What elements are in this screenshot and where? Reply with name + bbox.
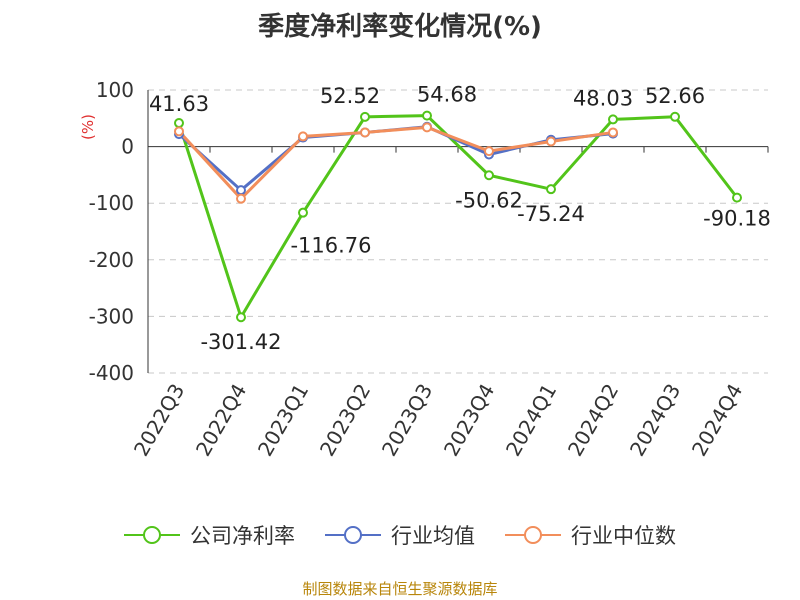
x-tick-label: 2022Q4 bbox=[191, 380, 251, 461]
legend-label-industry-avg: 行业均值 bbox=[391, 524, 475, 548]
data-point bbox=[360, 111, 370, 122]
data-point bbox=[608, 114, 618, 125]
data-point bbox=[360, 127, 370, 138]
legend-swatch-industry-median bbox=[505, 526, 561, 544]
x-tick-label: 2022Q3 bbox=[129, 380, 189, 461]
data-point bbox=[298, 131, 308, 142]
data-point bbox=[608, 127, 618, 138]
data-point bbox=[484, 146, 494, 157]
y-tick-label: -200 bbox=[89, 248, 134, 272]
data-point bbox=[174, 118, 184, 129]
data-point bbox=[546, 136, 556, 147]
data-point bbox=[236, 312, 246, 323]
source-note: 制图数据来自恒生聚源数据库 bbox=[302, 580, 498, 598]
legend-item-company[interactable]: 公司净利率 bbox=[124, 520, 295, 550]
x-tick-label: 2024Q1 bbox=[501, 380, 561, 461]
y-tick-label: -100 bbox=[89, 191, 134, 215]
data-point bbox=[422, 122, 432, 133]
y-tick-label: -300 bbox=[89, 304, 134, 328]
data-point bbox=[236, 185, 246, 196]
data-point bbox=[298, 207, 308, 218]
data-point bbox=[422, 110, 432, 121]
x-tick-label: 2023Q1 bbox=[253, 380, 313, 461]
data-label: -50.62 bbox=[455, 188, 523, 212]
y-axis-label: (%) bbox=[79, 114, 97, 140]
legend-label-company: 公司净利率 bbox=[190, 524, 295, 548]
legend-swatch-industry-avg bbox=[325, 526, 381, 544]
data-label: 48.03 bbox=[573, 86, 633, 110]
data-label: -75.24 bbox=[517, 202, 585, 226]
legend-swatch-company bbox=[124, 526, 180, 544]
x-tick-label: 2024Q4 bbox=[687, 380, 747, 461]
data-label: -301.42 bbox=[200, 330, 281, 354]
series-line bbox=[177, 114, 739, 319]
data-point bbox=[236, 193, 246, 204]
data-label: -90.18 bbox=[703, 207, 771, 231]
series-line bbox=[177, 125, 614, 201]
legend-label-industry-median: 行业中位数 bbox=[571, 524, 676, 548]
y-tick-label: -400 bbox=[89, 361, 134, 385]
data-label: -116.76 bbox=[290, 234, 371, 258]
data-point bbox=[546, 184, 556, 195]
data-point bbox=[484, 170, 494, 181]
legend-item-industry-avg[interactable]: 行业均值 bbox=[325, 520, 475, 550]
data-label: 52.52 bbox=[320, 84, 380, 108]
chart-title: 季度净利率变化情况(%) bbox=[258, 12, 542, 42]
x-tick-label: 2023Q2 bbox=[315, 380, 375, 461]
data-label: 54.68 bbox=[417, 83, 477, 107]
data-label: 41.63 bbox=[149, 92, 209, 116]
x-tick-label: 2023Q4 bbox=[439, 380, 499, 461]
y-tick-label: 100 bbox=[96, 78, 134, 102]
legend: 公司净利率 行业均值 行业中位数 bbox=[0, 520, 800, 550]
x-tick-label: 2023Q3 bbox=[377, 380, 437, 461]
data-label: 52.66 bbox=[645, 84, 705, 108]
data-point bbox=[174, 126, 184, 137]
data-point bbox=[670, 111, 680, 122]
x-tick-label: 2024Q2 bbox=[563, 380, 623, 461]
data-point bbox=[732, 192, 742, 203]
y-tick-label: 0 bbox=[121, 135, 134, 159]
x-tick-label: 2024Q3 bbox=[625, 380, 685, 461]
legend-item-industry-median[interactable]: 行业中位数 bbox=[505, 520, 676, 550]
